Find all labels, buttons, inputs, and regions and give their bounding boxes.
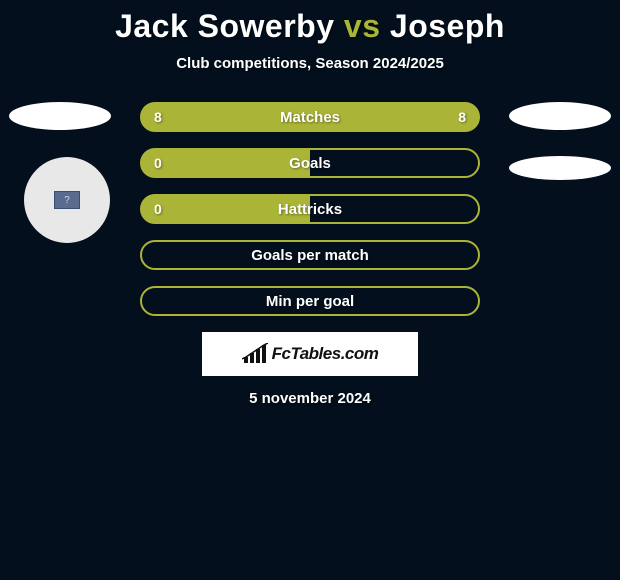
stat-row-goals-per-match: Goals per match xyxy=(140,240,480,270)
stat-label: Min per goal xyxy=(266,293,354,310)
avatar-placeholder-icon: ? xyxy=(54,191,80,209)
comparison-widget: Jack Sowerby vs Joseph Club competitions… xyxy=(0,0,620,580)
stat-left-value: 0 xyxy=(154,201,162,217)
stat-row-matches: 8 Matches 8 xyxy=(140,102,480,132)
stat-row-hattricks: 0 Hattricks xyxy=(140,194,480,224)
stat-right-value: 8 xyxy=(458,109,466,125)
title-vs: vs xyxy=(344,8,381,44)
content-area: ? 8 Matches 8 0 Goals 0 Hattricks Goals xyxy=(0,102,620,407)
stat-label: Goals per match xyxy=(251,247,369,264)
page-title: Jack Sowerby vs Joseph xyxy=(0,0,620,45)
subtitle: Club competitions, Season 2024/2025 xyxy=(0,55,620,72)
stat-label: Hattricks xyxy=(278,201,342,218)
stat-left-value: 8 xyxy=(154,109,162,125)
stat-row-goals: 0 Goals xyxy=(140,148,480,178)
stat-label: Matches xyxy=(280,109,340,126)
player1-top-ellipse xyxy=(9,102,111,130)
brand-text: FcTables.com xyxy=(272,344,379,364)
player2-top-ellipse xyxy=(509,102,611,130)
stat-label: Goals xyxy=(289,155,331,172)
stat-bars: 8 Matches 8 0 Goals 0 Hattricks Goals pe… xyxy=(140,102,480,316)
stat-left-value: 0 xyxy=(154,155,162,171)
player2-name: Joseph xyxy=(390,8,505,44)
brand-box[interactable]: FcTables.com xyxy=(202,332,418,376)
player1-avatar: ? xyxy=(24,157,110,243)
player2-second-ellipse xyxy=(509,156,611,180)
stat-row-min-per-goal: Min per goal xyxy=(140,286,480,316)
brand-chart-icon xyxy=(242,343,268,365)
player1-name: Jack Sowerby xyxy=(115,8,334,44)
date-text: 5 november 2024 xyxy=(0,390,620,407)
